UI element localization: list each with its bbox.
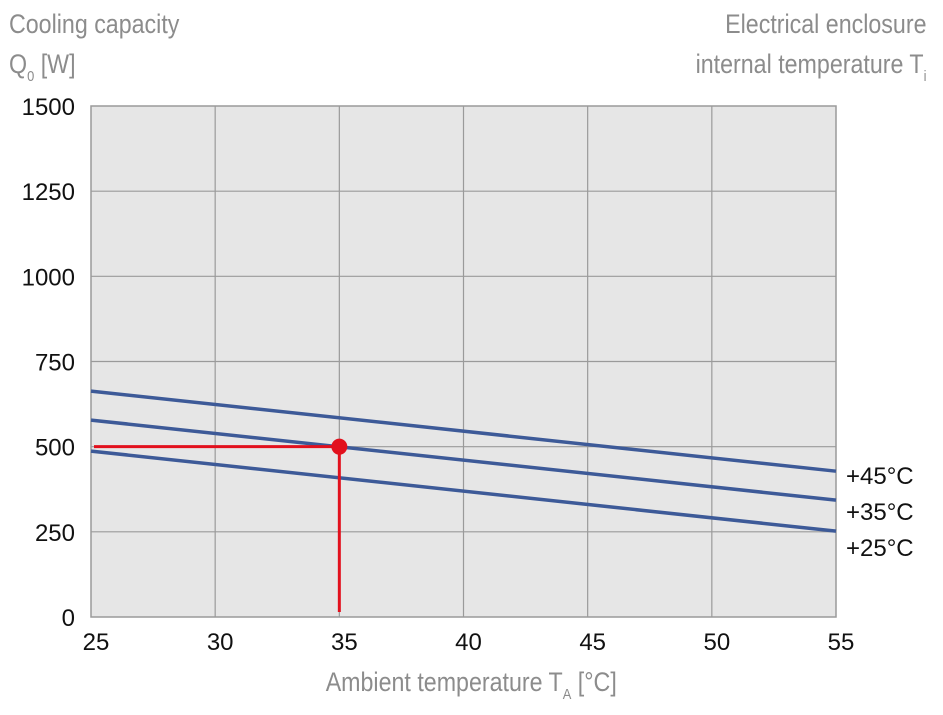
x-tick-labels: 25 30 35 40 45 50 55 [83,629,855,656]
x-tick-label: 35 [331,629,358,656]
x-tick-label: 40 [455,629,482,656]
x-axis-title-subscript: A [563,686,572,703]
annotation-point [331,438,348,455]
legend-title-line2: internal temperature Ti [695,44,926,89]
y-tick-labels: 0 250 500 750 1000 1250 1500 [22,94,75,632]
legend-label: +35°C [846,499,914,526]
series-line [90,418,837,502]
x-tick-label: 25 [83,629,110,656]
series-line [90,389,837,473]
x-tick-label: 30 [207,629,234,656]
x-tick-label: 55 [828,629,855,656]
x-axis-title: Ambient temperature TA [°C] [0,662,943,707]
y-axis-symbol: Q [9,49,28,79]
legend-title-subscript: i [923,68,926,85]
y-tick-label: 500 [35,435,75,462]
legend-label: +25°C [846,535,914,562]
y-tick-label: 750 [35,350,75,377]
y-axis-symbol-subscript: 0 [27,68,35,85]
y-tick-label: 0 [62,605,75,632]
y-tick-label: 250 [35,520,75,547]
series-lines [90,389,837,533]
series-line [90,449,837,533]
legend-title: Electrical enclosure internal temperatur… [695,4,926,89]
y-tick-label: 1500 [22,94,75,121]
y-axis-title-line2: Q0 [W] [9,44,179,89]
y-tick-label: 1250 [22,179,75,206]
legend-title-line1: Electrical enclosure [724,9,926,39]
x-tick-label: 50 [703,629,730,656]
y-axis-title-line1: Cooling capacity [9,9,180,39]
x-axis-title-main: Ambient temperature T [325,667,564,697]
y-axis-title: Cooling capacity Q0 [W] [9,4,179,89]
legend-label: +45°C [846,463,914,490]
annotation [94,438,348,612]
y-tick-label: 1000 [22,264,75,291]
x-axis-title-unit: [°C] [571,667,618,697]
legend: +45°C +35°C +25°C [846,463,914,562]
y-axis-unit: [W] [34,49,76,79]
legend-title-symbol: internal temperature T [695,49,924,79]
x-tick-label: 45 [579,629,606,656]
